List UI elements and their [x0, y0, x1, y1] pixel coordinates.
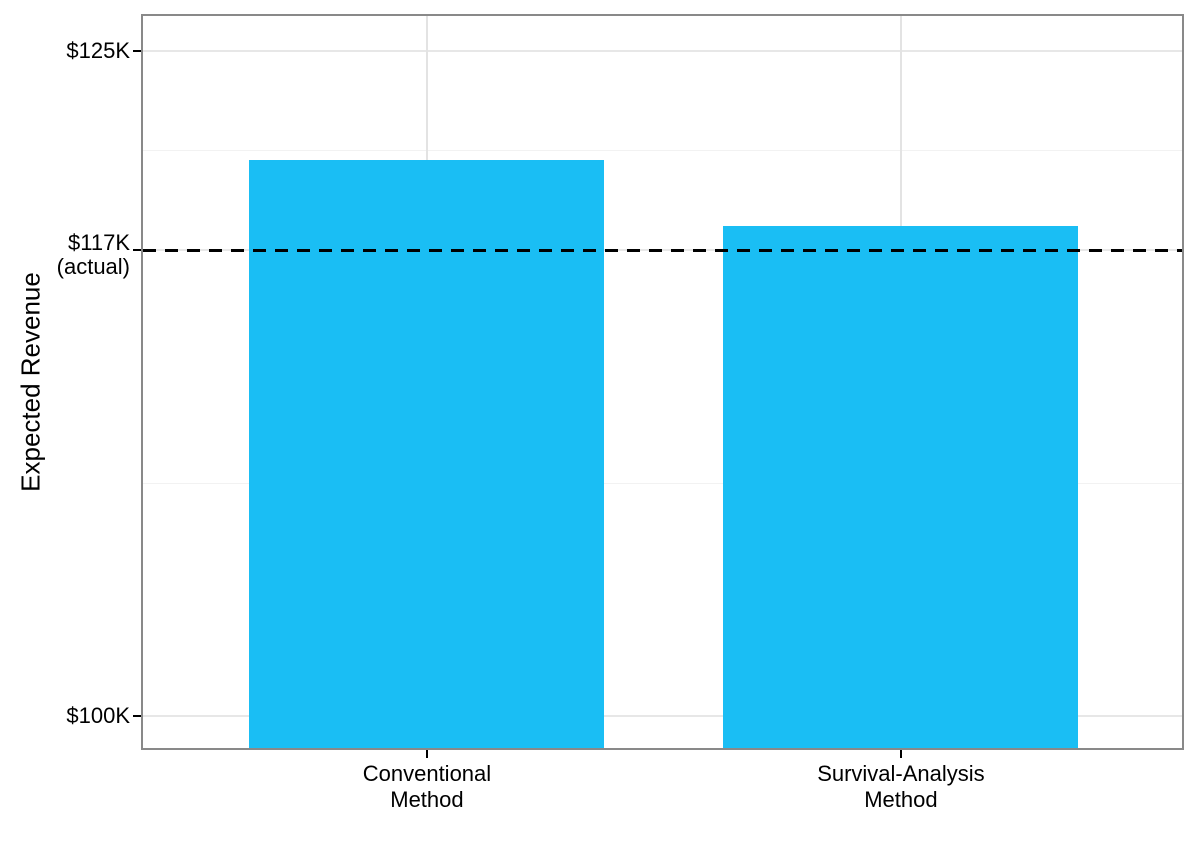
- x-tick-conventional-method: [425, 750, 428, 758]
- bar-survival-analysis-method: [723, 226, 1079, 748]
- y-tick-label-117k-actual: $117K (actual): [30, 231, 130, 279]
- y-tick-100k: [133, 715, 141, 718]
- x-tick-label-line: Method: [390, 787, 464, 812]
- y-tick-label-125k: $125K: [30, 37, 130, 63]
- gridline-major: [143, 715, 1182, 718]
- x-tick-label-line: Conventional: [362, 761, 492, 786]
- y-tick-125k: [133, 49, 141, 52]
- x-tick-label-line: Method: [864, 787, 938, 812]
- plot-panel: [141, 14, 1184, 750]
- y-tick-label-line: $100K: [66, 703, 130, 729]
- gridline-major: [143, 49, 1182, 52]
- y-tick-label-line: $125K: [66, 37, 130, 63]
- x-tick-survival-analysis-method: [899, 750, 902, 758]
- bar-conventional-method: [249, 159, 605, 748]
- actual-revenue-reference-line: [143, 248, 1182, 252]
- y-axis-title: Expected Revenue: [15, 272, 46, 492]
- x-tick-label-survival-analysis-method: Survival-Analysis Method: [721, 761, 1081, 813]
- x-tick-label-conventional-method: Conventional Method: [247, 761, 607, 813]
- gridline-minor: [143, 482, 1182, 484]
- y-tick-label-100k: $100K: [30, 704, 130, 728]
- y-tick-label-line: $117K: [68, 230, 130, 256]
- x-tick-label-line: Survival-Analysis: [817, 761, 985, 786]
- y-tick-label-line: (actual): [56, 254, 130, 280]
- y-tick-117k: [133, 249, 141, 252]
- gridline-minor: [143, 149, 1182, 151]
